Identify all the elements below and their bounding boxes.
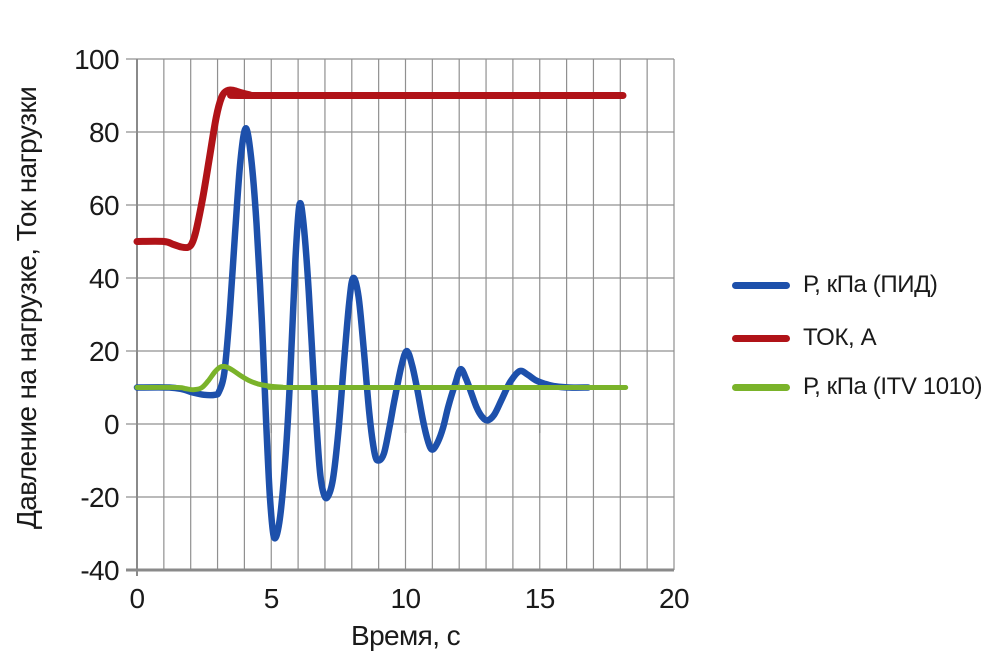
series-path-2	[134, 363, 629, 393]
x-axis-title: Время, с	[351, 620, 461, 651]
series-path-0	[133, 125, 592, 542]
x-tick-label: 15	[525, 583, 555, 614]
legend-label-pid: Р, кПа (ПИД)	[803, 271, 938, 298]
y-tick-label: -40	[80, 555, 119, 586]
x-tick-label: 0	[130, 583, 145, 614]
y-tick-label: 0	[104, 409, 119, 440]
legend-item-tok: ТОК, А	[732, 324, 877, 352]
legend-label-tok: ТОК, А	[803, 324, 877, 351]
x-tick-label: 10	[391, 583, 421, 614]
series-path-1	[133, 86, 627, 252]
legend-line-green	[732, 383, 790, 391]
x-tick-label: 5	[264, 583, 279, 614]
y-tick-label: 80	[89, 117, 119, 148]
legend-line-blue	[732, 281, 790, 289]
legend-label-itv: Р, кПа (ITV 1010)	[803, 373, 983, 400]
y-tick-label: 60	[89, 190, 119, 221]
legend-item-itv: Р, кПа (ITV 1010)	[732, 373, 983, 401]
y-axis-title: Давление на нагрузке, Ток нагрузки	[11, 86, 42, 530]
legend-line-red	[732, 334, 790, 342]
x-tick-label: 20	[659, 583, 689, 614]
y-tick-label: 100	[74, 44, 119, 75]
legend-item-pid: Р, кПа (ПИД)	[732, 271, 938, 299]
y-tick-label: -20	[80, 482, 119, 513]
y-tick-label: 20	[89, 336, 119, 367]
y-tick-label: 40	[89, 263, 119, 294]
